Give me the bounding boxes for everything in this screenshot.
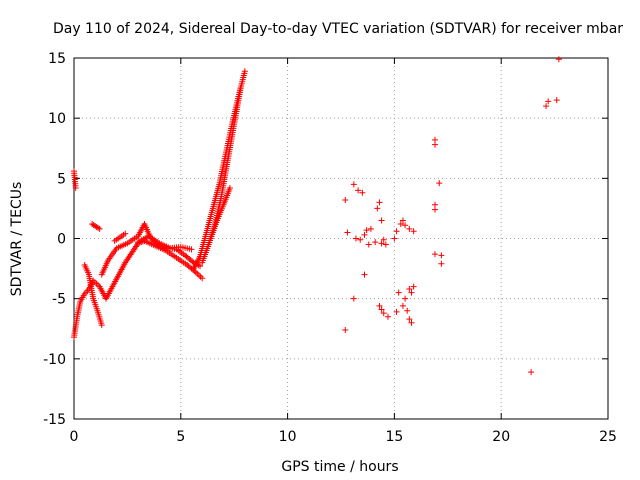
data-point [98,322,105,329]
data-point [406,316,413,323]
data-point [436,180,443,187]
data-point [199,275,206,282]
data-point [545,98,552,105]
y-tick-label: 10 [48,111,66,127]
data-point [402,222,409,229]
data-point [352,235,359,242]
data-point [391,235,398,242]
data-point [350,295,357,302]
data-point [408,289,415,296]
data-point [361,271,368,278]
data-point [342,196,349,203]
x-tick-label: 20 [492,429,510,445]
data-point [226,184,233,191]
x-tick-label: 15 [385,429,403,445]
y-tick-label: 5 [57,171,66,187]
data-point [350,181,357,188]
data-point [378,306,385,313]
data-point [374,205,381,212]
y-tick-label: -10 [43,352,66,368]
data-point [380,310,387,317]
x-tick-label: 0 [70,429,79,445]
data-point [438,252,445,259]
axis-ticks: 0 5 10 15 20 25 -15 -10 -5 0 5 10 15 [43,51,617,445]
y-axis-label: SDTVAR / TECUs [9,182,25,297]
data-point [372,239,379,246]
data-point [122,230,129,237]
data-point [367,225,374,232]
data-point [543,103,550,110]
data-point [241,68,248,75]
y-tick-label: 0 [57,232,66,248]
data-point [188,246,195,253]
data-point [376,199,383,206]
data-points [71,56,562,376]
data-point [528,369,535,376]
y-tick-label: -15 [43,412,66,428]
data-point [431,141,438,148]
data-point [237,85,244,92]
data-point [382,241,389,248]
data-point [359,189,366,196]
data-point [344,229,351,236]
data-point [376,302,383,309]
data-point [408,319,415,326]
data-point [404,307,411,314]
data-point [402,295,409,302]
data-point [395,289,402,296]
data-point [555,56,562,63]
data-point [399,302,406,309]
data-point [342,326,349,333]
data-point [438,260,445,267]
chart-title: Day 110 of 2024, Sidereal Day-to-day VTE… [53,21,623,37]
data-point [397,221,404,228]
data-point [378,217,385,224]
data-point [361,231,368,238]
data-point [95,224,102,231]
x-tick-label: 10 [279,429,297,445]
data-point [378,240,385,247]
data-point [355,187,362,194]
data-point [380,236,387,243]
data-point [357,236,364,243]
data-point [189,258,196,265]
data-point [393,228,400,235]
data-point [553,97,560,104]
data-point [393,308,400,315]
x-tick-label: 25 [599,429,617,445]
data-point [365,241,372,248]
data-point [384,313,391,320]
data-point [406,286,413,293]
data-point [431,206,438,213]
y-tick-label: -5 [52,292,66,308]
grid [74,58,608,419]
data-point [406,225,413,232]
data-point [431,251,438,258]
data-point [399,217,406,224]
data-point [96,225,103,232]
x-axis-label: GPS time / hours [281,459,398,475]
data-point [410,283,417,290]
data-point [410,228,417,235]
data-point [197,263,204,270]
data-point [72,184,79,191]
y-tick-label: 15 [48,51,66,67]
data-point [363,227,370,234]
x-tick-label: 5 [176,429,185,445]
